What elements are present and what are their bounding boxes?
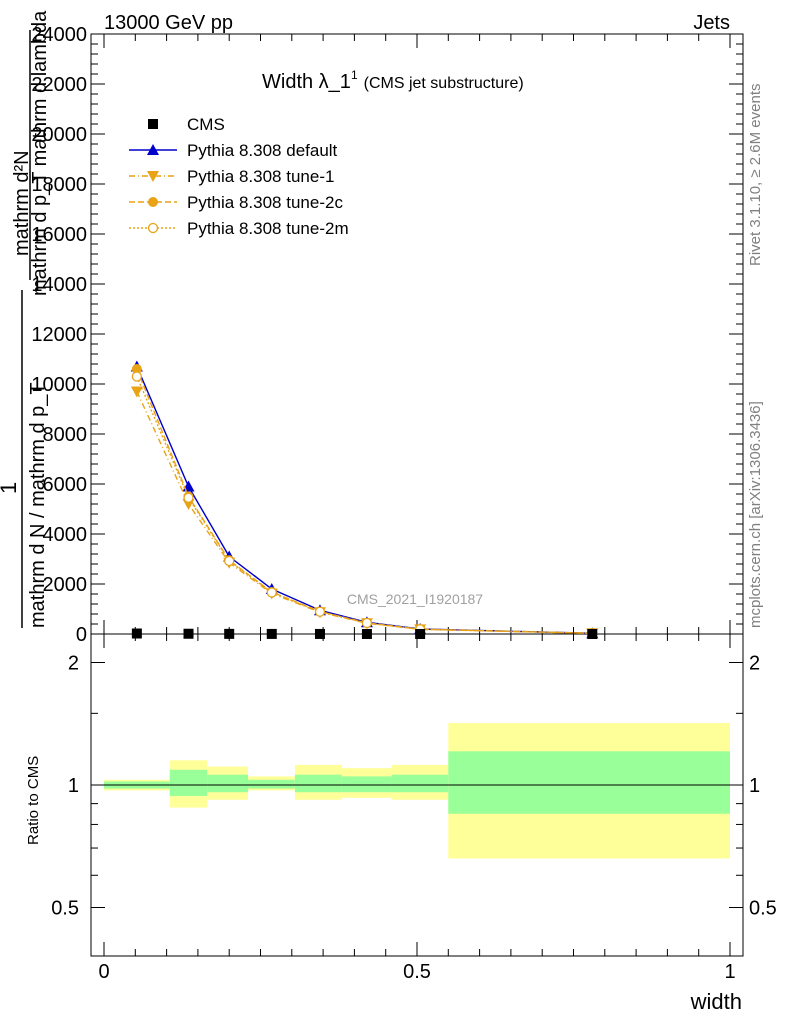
series-point-cms (415, 628, 426, 639)
series-point-tune2m (224, 555, 235, 567)
legend-marker-default (147, 144, 159, 155)
legend-label-default: Pythia 8.308 default (187, 141, 338, 160)
header-right: Jets (693, 12, 730, 34)
series-point-tune2m (131, 371, 143, 382)
legend-marker-tune2c (148, 197, 158, 207)
x-tick-label: 1 (724, 961, 735, 983)
main-y-tick-label: 10000 (31, 374, 87, 396)
series-point-tune2c (131, 364, 142, 374)
ratio-y-tick-label-right: 1 (749, 775, 760, 797)
x-tick-label: 0 (98, 961, 109, 983)
main-y-tick-label: 16000 (31, 224, 87, 246)
main-y-tick-label: 22000 (31, 74, 87, 96)
analysis-watermark: CMS_2021_I1920187 (347, 591, 483, 607)
main-x-ticks (103, 34, 731, 634)
ratio-band-inner-2 (207, 774, 248, 793)
ratio-x-ticks: 0 0.5 1 (98, 634, 736, 983)
series-point-cms (266, 628, 277, 639)
main-y-tick-label: 6000 (43, 474, 88, 496)
plot-title-main: Width λ_1 (262, 71, 351, 93)
ratio-band-inner-5 (341, 776, 392, 793)
main-y-tick-label: 4000 (43, 524, 88, 546)
main-y-tick-label: 0 (76, 624, 87, 646)
main-y-tick-label: 8000 (43, 424, 88, 446)
side-text-rivet: Rivet 3.1.10, ≥ 2.6M events (747, 84, 764, 267)
legend-label-tune2c: Pythia 8.308 tune-2c (187, 193, 343, 212)
legend-label-cms: CMS (187, 115, 225, 134)
legend-label-tune1: Pythia 8.308 tune-1 (187, 167, 334, 186)
main-y-tick-label: 20000 (31, 124, 87, 146)
plot-title-superscript: 1 (351, 68, 358, 82)
plot-title-subtitle: (CMS jet substructure) (364, 75, 524, 92)
main-y-label: mathrm d²N mathrm d p_T mathrm d lambda … (0, 10, 51, 628)
ratio-band-inner-4 (294, 774, 342, 793)
side-text-mcplots: mcplots.cern.ch [arXiv:1306.3436] (747, 401, 764, 628)
legend-marker-tune2m (147, 222, 159, 234)
x-tick-label: 0.5 (403, 961, 431, 983)
legend-marker-cms (148, 119, 158, 129)
main-y-tick-label: 12000 (31, 324, 87, 346)
ylabel-bottom-denominator: mathrm d N / mathrm d p_T (27, 382, 49, 628)
series-point-tune2m (314, 606, 326, 617)
ratio-y-tick-label-left: 2 (68, 653, 79, 675)
series-point-tune2m (266, 587, 277, 598)
legend-label-tune2m: Pythia 8.308 tune-2m (187, 219, 349, 238)
legend-marker-tune1 (147, 171, 159, 182)
ratio-y-ticks: 0.5 0.5 1 1 2 2 (51, 653, 777, 920)
series-point-cms (587, 628, 598, 639)
ylabel-top-numerator: mathrm d²N (11, 150, 33, 256)
series-point-tune2m (183, 492, 194, 503)
series-point-cms (183, 628, 194, 639)
series-line-tune2m (136, 376, 593, 634)
header-left: 13000 GeV pp (104, 12, 233, 34)
main-y-tick-label: 2000 (43, 574, 88, 596)
x-axis-label: width (690, 989, 742, 1014)
ratio-y-tick-label-right: 0.5 (749, 897, 777, 919)
ratio-y-tick-label-left: 0.5 (51, 897, 79, 919)
ratio-y-tick-label-right: 2 (749, 653, 760, 675)
ylabel-one: 1 (0, 482, 21, 494)
ratio-band-inner-6 (391, 774, 449, 793)
series-point-cms (131, 628, 142, 639)
plot-title: Width λ_11 (CMS jet substructure) (262, 68, 524, 93)
ratio-bands (104, 723, 730, 859)
main-y-tick-label: 18000 (31, 174, 87, 196)
series-point-tune2m (361, 617, 373, 629)
ratio-band-inner-1 (169, 769, 208, 796)
series-layer (130, 360, 599, 640)
series-point-cms (361, 628, 372, 639)
main-y-tick-label: 14000 (31, 274, 87, 296)
main-y-ticks: 0 2000 4000 6000 8000 10000 12000 14000 16000 180… (31, 24, 743, 646)
ratio-band-inner-7 (448, 751, 730, 814)
series-point-tune1 (130, 386, 143, 398)
main-y-tick-label: 24000 (31, 24, 87, 46)
series-point-cms (314, 628, 325, 639)
ratio-band-inner-3 (247, 779, 295, 789)
ylabel-top-denominator: mathrm d p_T mathrm d lambda (29, 10, 51, 296)
ratio-y-label: Ratio to CMS (25, 756, 42, 845)
ratio-y-tick-label-left: 1 (68, 775, 79, 797)
series-point-cms (224, 628, 235, 639)
legend: CMS Pythia 8.308 default Pythia 8.308 tune… (129, 115, 349, 238)
